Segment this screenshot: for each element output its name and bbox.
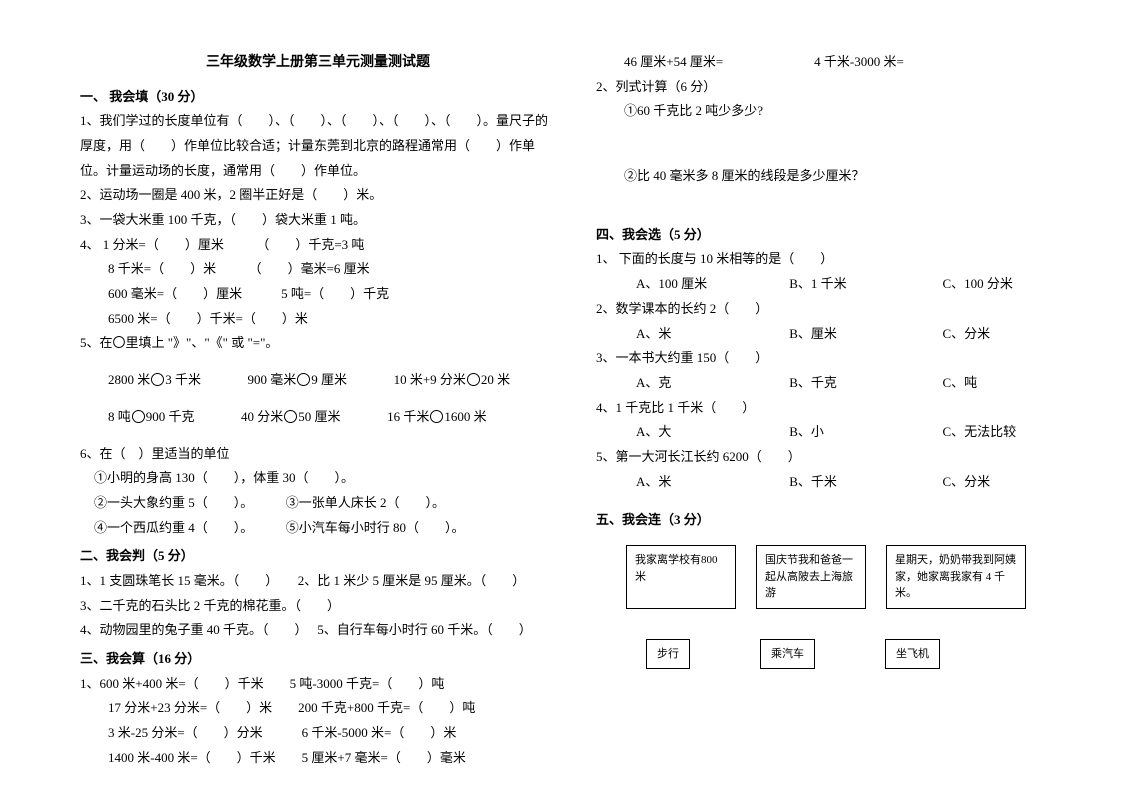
q4-3: 3、一本书大约重 150（ ）: [596, 346, 1072, 371]
opt-c: C、分米: [943, 470, 991, 495]
q1-6b: ②一头大象约重 5（ ）。 ③一张单人床长 2（ ）。: [80, 491, 556, 516]
opt-c: C、分米: [943, 322, 991, 347]
section-5-head: 五、我会连（3 分）: [596, 508, 1072, 533]
q4-2-opts: A、米 B、厘米 C、分米: [596, 322, 1072, 347]
circle-icon: [284, 410, 297, 423]
cmp-4b: 900 千克: [146, 409, 195, 424]
q1-6: 6、在（ ）里适当的单位: [80, 442, 556, 467]
opt-b: B、千米: [789, 470, 939, 495]
opt-a: A、米: [636, 470, 786, 495]
q3-1e: 46 厘米+54 厘米= 4 千米-3000 米=: [596, 50, 1072, 75]
answer-box-3: 坐飞机: [885, 639, 940, 670]
opt-c: C、100 分米: [943, 272, 1013, 297]
spacer: [596, 124, 1072, 164]
cmp-5b: 50 厘米: [298, 409, 340, 424]
q1-3: 3、一袋大米重 100 千克，（ ）袋大米重 1 吨。: [80, 208, 556, 233]
q1-4c: 600 毫米=（ ）厘米 5 吨=（ ）千克: [80, 282, 556, 307]
answer-box-2: 乘汽车: [760, 639, 815, 670]
cmp-2b: 9 厘米: [311, 372, 347, 387]
q4-5-opts: A、米 B、千米 C、分米: [596, 470, 1072, 495]
q3-2: 2、列式计算（6 分）: [596, 75, 1072, 100]
match-box-2: 国庆节我和爸爸一起从高陂去上海旅游: [756, 545, 866, 609]
match-box-1: 我家离学校有800米: [626, 545, 736, 609]
cmp-4a: 8 吨: [108, 409, 131, 424]
q1-4d: 6500 米=（ ）千米=（ ）米: [80, 307, 556, 332]
right-column: 46 厘米+54 厘米= 4 千米-3000 米= 2、列式计算（6 分） ①6…: [596, 50, 1072, 770]
q1-5: 5、在〇里填上 "》"、"《" 或 "="。: [80, 331, 556, 356]
q2-1: 1、1 支圆珠笔长 15 毫米。（ ） 2、比 1 米少 5 厘米是 95 厘米…: [80, 569, 556, 594]
match-bottom-row: 步行 乘汽车 坐飞机: [596, 639, 1072, 670]
circle-icon: [467, 373, 480, 386]
cmp-2a: 900 毫米: [248, 372, 297, 387]
opt-a: A、米: [636, 322, 786, 347]
match-top-row: 我家离学校有800米 国庆节我和爸爸一起从高陂去上海旅游 星期天，奶奶带我到阿姨…: [596, 545, 1072, 609]
q3-1c: 3 米-25 分米=（ ）分米 6 千米-5000 米=（ ）米: [80, 721, 556, 746]
q3-1d: 1400 米-400 米=（ ）千米 5 厘米+7 毫米=（ ）毫米: [80, 746, 556, 771]
section-4-head: 四、我会选（5 分）: [596, 223, 1072, 248]
q1-2: 2、运动场一圈是 400 米，2 圈半正好是（ ）米。: [80, 183, 556, 208]
q4-2: 2、数学课本的长约 2（ ）: [596, 297, 1072, 322]
circle-icon: [430, 410, 443, 423]
q3-1a: 1、600 米+400 米=（ ）千米 5 吨-3000 千克=（ ）吨: [80, 672, 556, 697]
circle-icon: [151, 373, 164, 386]
q4-1-opts: A、100 厘米 B、1 千米 C、100 分米: [596, 272, 1072, 297]
answer-box-1: 步行: [646, 639, 690, 670]
opt-a: A、大: [636, 420, 786, 445]
q4-4-opts: A、大 B、小 C、无法比较: [596, 420, 1072, 445]
q4-3-opts: A、克 B、千克 C、吨: [596, 371, 1072, 396]
document-title: 三年级数学上册第三单元测量测试题: [80, 50, 556, 77]
q4-1: 1、 下面的长度与 10 米相等的是（ ）: [596, 247, 1072, 272]
q1-6c: ④一个西瓜约重 4（ ）。 ⑤小汽车每小时行 80（ ）。: [80, 516, 556, 541]
cmp-6b: 1600 米: [444, 409, 486, 424]
circle-icon: [132, 410, 145, 423]
circle-icon: [297, 373, 310, 386]
q3-2a: ①60 千克比 2 吨少多少?: [596, 99, 1072, 124]
opt-b: B、千克: [789, 371, 939, 396]
opt-b: B、1 千米: [789, 272, 939, 297]
q1-4b: 8 千米=（ ）米 （ ）毫米=6 厘米: [80, 257, 556, 282]
q1-5-row2: 8 吨 900 千克 40 分米 50 厘米 16 千米 1600 米: [80, 405, 556, 430]
opt-a: A、100 厘米: [636, 272, 786, 297]
cmp-3a: 10 米+9 分米: [394, 372, 466, 387]
q4-5: 5、第一大河长江长约 6200（ ）: [596, 445, 1072, 470]
left-column: 三年级数学上册第三单元测量测试题 一、 我会填（30 分） 1、我们学过的长度单…: [80, 50, 556, 770]
cmp-6a: 16 千米: [387, 409, 429, 424]
section-1-head: 一、 我会填（30 分）: [80, 85, 556, 110]
q1-5-row1: 2800 米 3 千米 900 毫米 9 厘米 10 米+9 分米 20 米: [80, 368, 556, 393]
spacer: [596, 189, 1072, 219]
q2-2: 3、二千克的石头比 2 千克的棉花重。（ ）: [80, 594, 556, 619]
opt-c: C、吨: [943, 371, 978, 396]
cmp-5a: 40 分米: [241, 409, 283, 424]
opt-a: A、克: [636, 371, 786, 396]
opt-c: C、无法比较: [943, 420, 1017, 445]
q1-1: 1、我们学过的长度单位有（ ）、（ ）、（ ）、（ ）、（ ）。量尺子的厚度，用…: [80, 109, 556, 183]
q2-3: 4、动物园里的兔子重 40 千克。（ ） 5、自行车每小时行 60 千米。（ ）: [80, 618, 556, 643]
section-3-head: 三、我会算（16 分）: [80, 647, 556, 672]
q1-4a: 4、 1 分米=（ ）厘米 （ ）千克=3 吨: [80, 233, 556, 258]
q3-2b: ②比 40 毫米多 8 厘米的线段是多少厘米？: [596, 164, 1072, 189]
match-box-3: 星期天，奶奶带我到阿姨家，她家离我家有 4 千米。: [886, 545, 1026, 609]
opt-b: B、厘米: [789, 322, 939, 347]
cmp-1a: 2800 米: [108, 372, 150, 387]
section-2-head: 二、我会判（5 分）: [80, 544, 556, 569]
spacer: [596, 494, 1072, 504]
q1-6a: ①小明的身高 130（ ），体重 30（ ）。: [80, 466, 556, 491]
cmp-1b: 3 千米: [165, 372, 201, 387]
opt-b: B、小: [789, 420, 939, 445]
cmp-3b: 20 米: [481, 372, 510, 387]
q3-1b: 17 分米+23 分米=（ ）米 200 千克+800 千克=（ ）吨: [80, 696, 556, 721]
q4-4: 4、1 千克比 1 千米（ ）: [596, 396, 1072, 421]
page-two-column: 三年级数学上册第三单元测量测试题 一、 我会填（30 分） 1、我们学过的长度单…: [80, 50, 1072, 770]
